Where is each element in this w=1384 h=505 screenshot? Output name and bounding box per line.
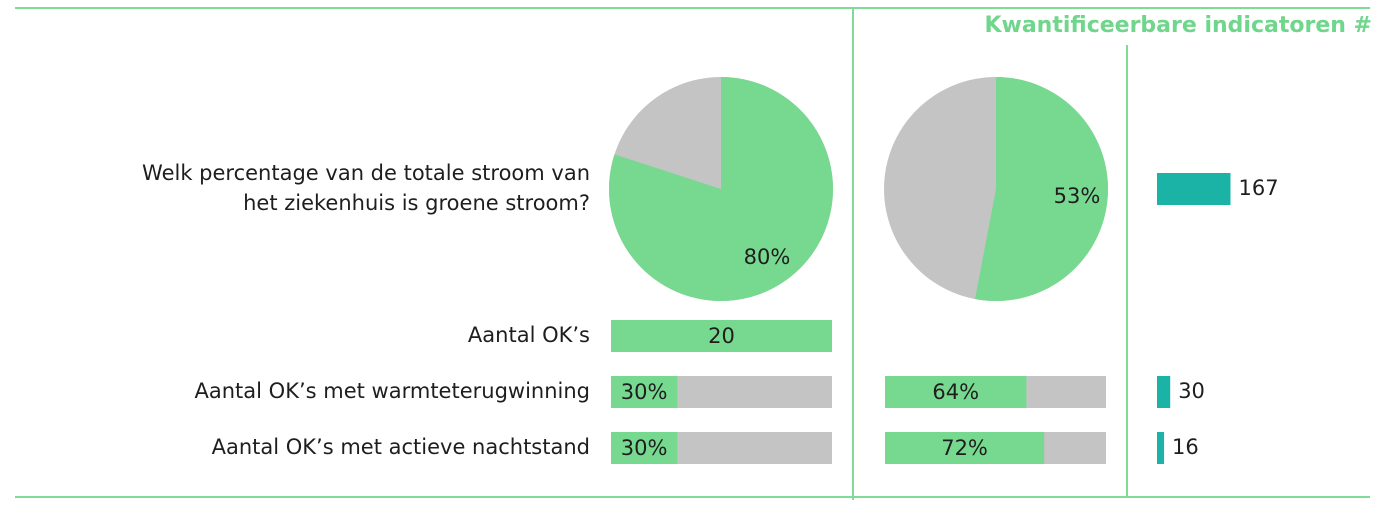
bar: [611, 432, 678, 464]
bar-label: 64%: [932, 380, 979, 404]
bar-label: 30%: [621, 436, 668, 460]
pie-slice: [975, 77, 1108, 301]
bar: [611, 376, 678, 408]
row-label: Aantal OK’s met actieve nachtstand: [212, 435, 590, 459]
pie-label: 80%: [744, 245, 791, 269]
row-label: Welk percentage van de totale stroom van: [142, 161, 590, 185]
bar-label: 30%: [621, 380, 668, 404]
count-bar: [1157, 173, 1231, 205]
bar: [885, 376, 1027, 408]
count-label: 30: [1178, 379, 1205, 403]
row-label: het ziekenhuis is groene stroom?: [243, 191, 590, 215]
bar-label: 72%: [941, 436, 988, 460]
pie-label: 53%: [1054, 184, 1101, 208]
row-label: Aantal OK’s: [468, 323, 590, 347]
header: Kwantificeerbare indicatoren #: [984, 13, 1372, 38]
row-label: Aantal OK’s met warmteterugwinning: [195, 379, 590, 403]
count-bar: [1157, 376, 1171, 408]
bar-label: 20: [708, 324, 735, 348]
count-label: 16: [1172, 435, 1199, 459]
pie-slice: [609, 77, 834, 301]
bar: [611, 320, 832, 352]
bar: [885, 432, 1045, 464]
count-label: 167: [1238, 176, 1278, 200]
count-bar: [1157, 432, 1165, 464]
